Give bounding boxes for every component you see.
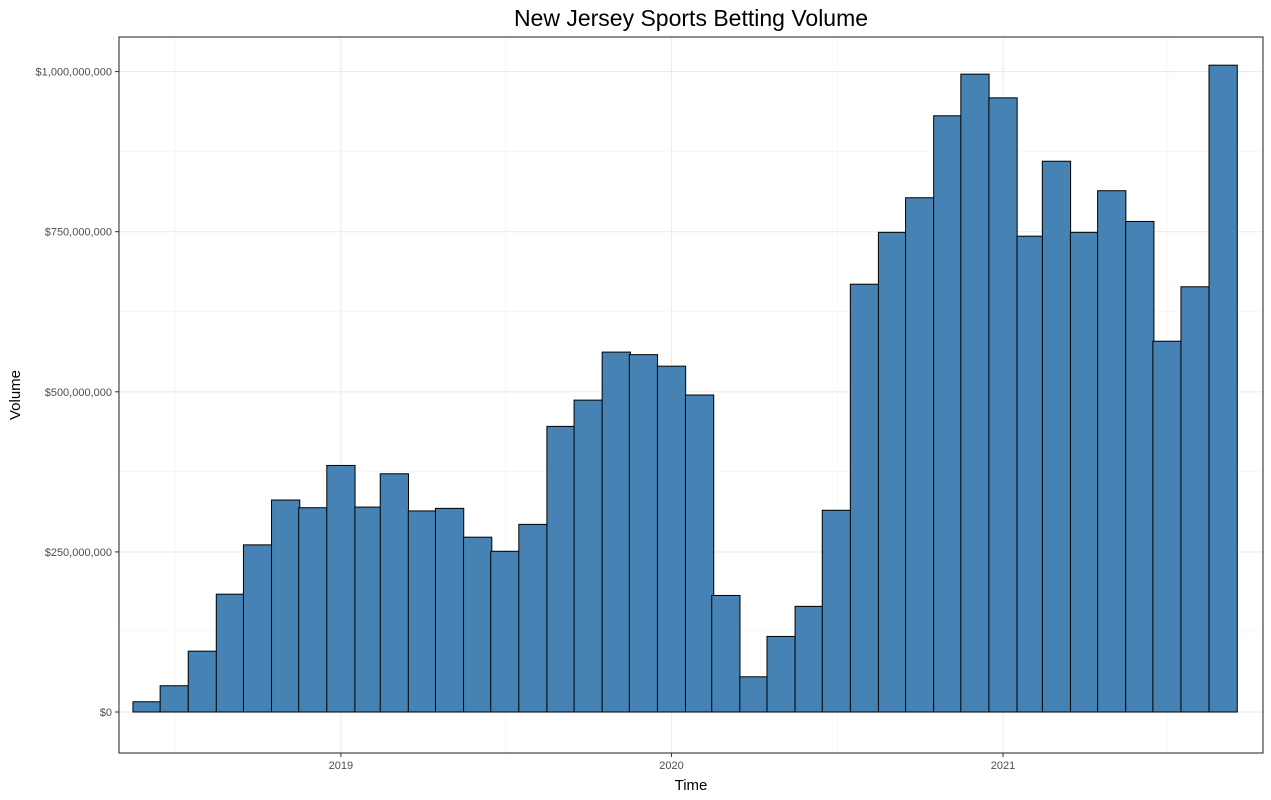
bar <box>1041 160 1072 713</box>
bar <box>628 354 659 713</box>
bar <box>960 73 990 713</box>
bar <box>1208 64 1238 713</box>
x-axis-title: Time <box>675 777 708 794</box>
bar <box>1016 235 1046 713</box>
x-tick-label: 2020 <box>659 760 683 772</box>
panel-border <box>118 36 1264 754</box>
y-tick-label: $0 <box>100 707 112 719</box>
bar <box>407 510 438 713</box>
bar <box>905 197 935 713</box>
bar <box>601 351 631 713</box>
bars <box>132 64 1238 713</box>
bar <box>573 399 603 713</box>
bar <box>821 509 852 713</box>
y-tick-label: $1,000,000,000 <box>36 67 112 79</box>
bar <box>271 499 301 713</box>
bar <box>215 593 246 713</box>
bar <box>739 676 769 713</box>
chart-title: New Jersey Sports Betting Volume <box>514 5 868 31</box>
bar <box>711 594 741 713</box>
bar <box>877 231 908 713</box>
y-tick-label: $750,000,000 <box>45 227 112 239</box>
x-tick-label: 2019 <box>329 760 353 772</box>
bar <box>298 507 328 713</box>
bar <box>684 394 715 713</box>
bar <box>1097 190 1127 713</box>
bar <box>326 464 356 713</box>
bar <box>518 523 548 713</box>
bar <box>1152 340 1182 713</box>
bar <box>766 635 796 713</box>
y-axis-title: Volume <box>7 370 24 420</box>
y-tick-label: $250,000,000 <box>45 547 112 559</box>
bar <box>159 685 189 713</box>
x-axis: 2019 2020 2021 <box>329 753 1015 772</box>
bar <box>933 115 963 713</box>
bar <box>132 701 162 713</box>
bar <box>849 283 880 713</box>
x-tick-label: 2021 <box>991 760 1015 772</box>
bar <box>546 425 576 713</box>
bar <box>490 550 520 713</box>
bar <box>1180 286 1210 713</box>
y-tick-label: $500,000,000 <box>45 387 112 399</box>
y-axis: $0 $250,000,000 $500,000,000 $750,000,000 $1… <box>36 67 119 719</box>
bar <box>988 97 1018 713</box>
bar <box>1069 231 1100 713</box>
bar <box>434 507 465 713</box>
bar <box>354 506 384 713</box>
bar <box>242 544 273 713</box>
bar <box>187 650 217 713</box>
bar <box>463 536 493 713</box>
bar <box>1125 220 1155 713</box>
bar <box>656 365 687 713</box>
bar <box>379 473 409 713</box>
bar <box>794 605 824 713</box>
